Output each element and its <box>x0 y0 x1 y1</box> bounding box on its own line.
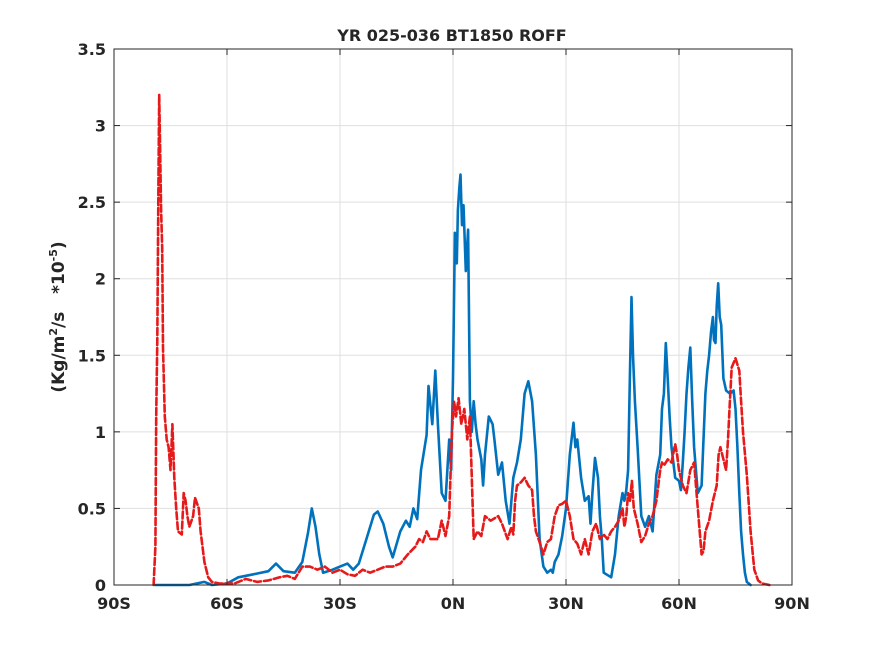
x-tick-label: 60N <box>661 594 697 613</box>
y-tick-label: 2.5 <box>78 193 106 212</box>
y-tick-label: 0 <box>95 576 106 595</box>
series-lines <box>152 93 771 587</box>
x-tick-label: 30N <box>548 594 584 613</box>
x-tick-label: 30S <box>323 594 357 613</box>
y-tick-label: 2 <box>95 270 106 289</box>
y-tick-label: 0.5 <box>78 499 106 518</box>
x-tick-label: 90N <box>774 594 810 613</box>
tick-labels: 90S 60S 30S 0N 30N 60N 90N 0 0.5 1 1.5 2 2.5 3 3.5 <box>78 40 810 613</box>
y-axis-label-part-c: /s *10 <box>49 261 69 328</box>
y-axis-label: (Kg/m2/s *10-5) <box>47 241 69 392</box>
y-axis-label-sup-2: 2 <box>47 328 60 336</box>
y-tick-label: 3 <box>95 117 106 136</box>
series-line-1 <box>154 173 752 587</box>
x-tick-label: 60S <box>210 594 244 613</box>
chart-title: YR 025-036 BT1850 ROFF <box>336 26 566 45</box>
x-tick-label: 0N <box>441 594 466 613</box>
axis-ticks <box>113 48 793 586</box>
grid <box>114 49 792 585</box>
y-axis-label-sup-exp: -5 <box>47 249 60 261</box>
y-tick-label: 3.5 <box>78 40 106 59</box>
series-line-2 <box>152 93 771 587</box>
x-tick-label: 90S <box>97 594 131 613</box>
y-axis-label-part-e: ) <box>49 241 69 249</box>
y-axis-label-part-a: (Kg/m <box>49 336 69 393</box>
y-tick-label: 1 <box>95 423 106 442</box>
y-tick-label: 1.5 <box>78 346 106 365</box>
